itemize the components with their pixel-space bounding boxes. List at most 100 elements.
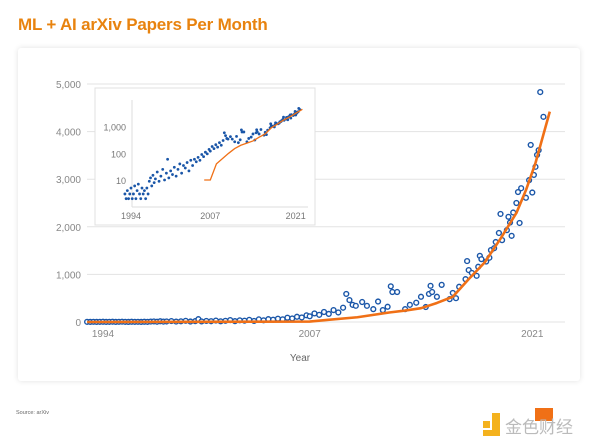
inset-data-point bbox=[149, 176, 152, 180]
data-point bbox=[514, 188, 522, 196]
inset-data-point bbox=[134, 197, 138, 201]
inset-data-point bbox=[171, 173, 174, 176]
inset-data-point bbox=[145, 186, 149, 190]
logo: 金色财经 bbox=[483, 408, 573, 438]
inset-data-point bbox=[146, 192, 150, 196]
inset-data-point bbox=[242, 130, 246, 134]
data-point bbox=[316, 311, 323, 318]
data-point bbox=[339, 304, 347, 311]
inset-data-point bbox=[257, 132, 261, 136]
data-point bbox=[374, 298, 382, 305]
inset-data-point bbox=[147, 179, 151, 183]
data-point bbox=[293, 313, 301, 320]
inset-data-point bbox=[127, 197, 130, 201]
inset-data-point bbox=[187, 169, 191, 173]
inset-data-point bbox=[141, 192, 145, 196]
inset-data-point bbox=[238, 138, 242, 142]
inset-data-point bbox=[135, 189, 139, 193]
x-tick-label: 2021 bbox=[521, 329, 544, 340]
logo-square-large bbox=[492, 413, 500, 430]
inset-x-tick-label: 2007 bbox=[200, 211, 220, 221]
data-point bbox=[363, 302, 371, 309]
inset-data-point bbox=[191, 164, 195, 167]
inset-data-point bbox=[133, 184, 137, 188]
inset-data-point bbox=[152, 181, 156, 184]
data-point bbox=[518, 185, 525, 192]
inset-data-point bbox=[210, 145, 214, 148]
data-point bbox=[413, 299, 420, 306]
inset-data-point bbox=[226, 137, 230, 141]
data-point bbox=[527, 141, 534, 149]
inset-x-tick-label: 1994 bbox=[121, 211, 141, 221]
x-tick-label: 1994 bbox=[92, 329, 115, 340]
x-tick-label: 2007 bbox=[299, 329, 322, 340]
data-point bbox=[306, 313, 313, 320]
inset-data-point bbox=[222, 131, 226, 135]
inset-data-point bbox=[196, 156, 200, 159]
inset-x-tick-label: 2021 bbox=[286, 211, 306, 221]
inset-data-point bbox=[136, 182, 140, 186]
chart-svg: 0 1,000 2,000 3,000 4,000 5,000 1994 2007 2021 Ye… bbox=[56, 80, 565, 364]
inset-y-tick-label: 10 bbox=[116, 176, 126, 186]
chart-card: 0 1,000 2,000 3,000 4,000 5,000 1994 2007 2021 Ye… bbox=[18, 48, 580, 381]
inset-data-point bbox=[128, 192, 132, 196]
y-tick-label: 2,000 bbox=[56, 223, 81, 234]
inset-data-point bbox=[293, 109, 297, 113]
inset-data-point bbox=[130, 197, 134, 201]
inset-data-point bbox=[202, 155, 205, 159]
data-point bbox=[330, 307, 337, 314]
data-point bbox=[497, 210, 504, 218]
data-point bbox=[387, 283, 394, 290]
data-point bbox=[537, 88, 544, 96]
inset-data-point bbox=[182, 164, 185, 167]
inset-data-point bbox=[189, 158, 193, 162]
data-point bbox=[298, 314, 305, 321]
inset-data-point bbox=[212, 147, 216, 150]
inset-data-point bbox=[123, 192, 127, 196]
data-point bbox=[384, 303, 391, 310]
inset-data-point bbox=[180, 171, 184, 175]
y-tick-label: 1,000 bbox=[56, 270, 81, 281]
inset-data-point bbox=[235, 134, 238, 138]
data-point bbox=[325, 310, 332, 318]
trend-line bbox=[87, 111, 552, 324]
inset-data-point bbox=[161, 167, 165, 171]
data-point bbox=[464, 257, 471, 265]
inset-panel bbox=[94, 87, 316, 226]
data-point bbox=[516, 219, 523, 227]
inset-data-point bbox=[229, 135, 232, 139]
inset-data-point bbox=[166, 157, 170, 161]
data-point bbox=[478, 256, 485, 263]
inset-data-point bbox=[198, 158, 202, 162]
data-point bbox=[427, 282, 434, 289]
logo-accent bbox=[535, 408, 553, 421]
data-point bbox=[379, 307, 386, 314]
inset-data-point bbox=[125, 189, 129, 193]
inset-data-point bbox=[224, 134, 227, 138]
data-point bbox=[508, 232, 515, 239]
y-tick-label: 0 bbox=[75, 318, 81, 329]
inset-data-point bbox=[174, 174, 178, 178]
inset-data-point bbox=[138, 192, 141, 196]
inset-data-point bbox=[155, 170, 159, 174]
inset-data-point bbox=[124, 197, 128, 201]
inset-data-point bbox=[204, 150, 207, 154]
inset-data-point bbox=[159, 174, 163, 178]
inset-data-point bbox=[154, 177, 157, 181]
inset-data-point bbox=[157, 179, 161, 183]
data-point bbox=[335, 309, 342, 316]
inset-data-point bbox=[249, 135, 253, 139]
inset-data-point bbox=[205, 152, 209, 156]
inset-data-point bbox=[144, 197, 148, 201]
data-point bbox=[284, 314, 291, 321]
inset-y-tick-label: 1,000 bbox=[103, 123, 126, 133]
inset-data-point bbox=[208, 149, 212, 153]
inset-data-point bbox=[255, 130, 259, 134]
inset-data-point bbox=[185, 161, 189, 164]
inset-data-point bbox=[169, 169, 173, 173]
logo-text: 金色财经 bbox=[505, 418, 573, 438]
inset-data-point bbox=[176, 167, 180, 171]
data-point bbox=[394, 288, 401, 296]
inset-data-point bbox=[218, 141, 221, 145]
inset-data-point bbox=[183, 166, 187, 170]
